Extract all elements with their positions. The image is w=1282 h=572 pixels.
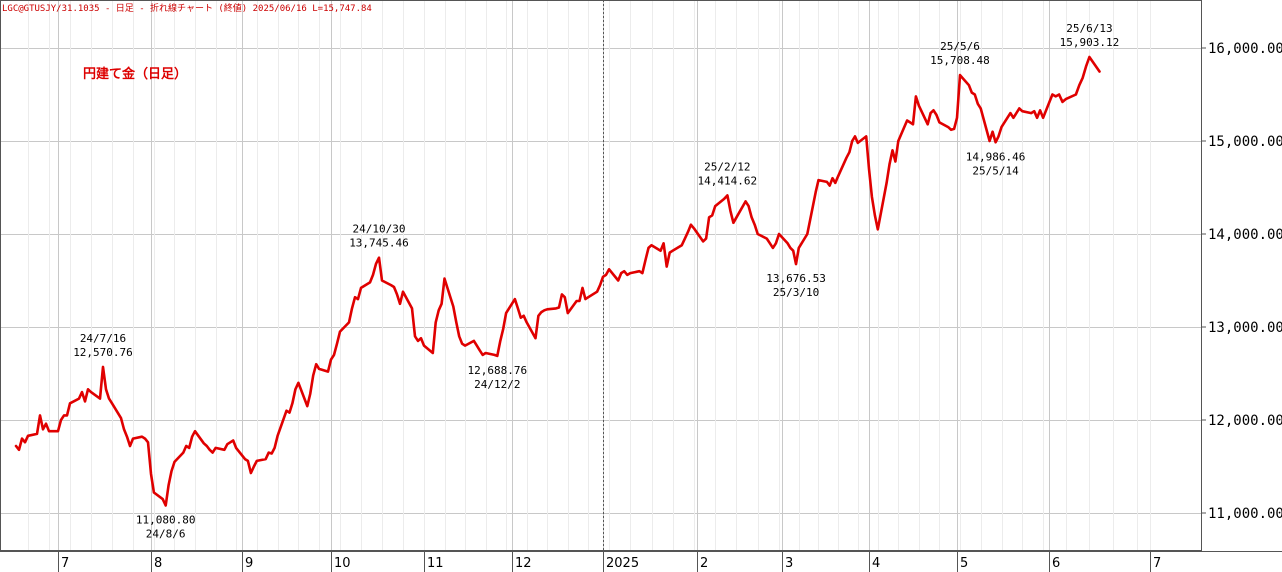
y-axis: 11,000.00 12,000.00 13,000.00 14,000.00 15,0… [1201,41,1282,522]
annotation-date: 25/2/12 [704,160,750,173]
y-tick-label: 14,000.00 [1208,227,1282,243]
annotation-value: 14,414.62 [698,174,758,187]
x-tick-label: 7 [61,556,69,571]
x-tick-label: 10 [334,556,351,571]
annotation-date: 24/10/30 [353,223,406,236]
y-tick-label: 16,000.00 [1208,41,1282,57]
chart-header: LGC@GTUSJY/31.1035 - 日足 - 折れ線チャート (終値) 2… [2,2,372,14]
annotation-date: 25/6/13 [1066,22,1112,35]
x-tick-label: 5 [960,556,968,571]
annotation-value: 13,745.46 [349,237,409,250]
annotations: 24/7/1612,570.7611,080.8024/8/624/10/301… [73,22,1119,540]
x-tick-label: 2 [700,556,708,571]
annotation-date: 24/8/6 [146,527,186,540]
annotation-date: 24/12/2 [474,378,520,391]
annotation-date: 25/3/10 [773,286,819,299]
plot-frame [0,0,1202,551]
series-layer [14,55,1101,507]
annotation-date: 25/5/6 [940,40,980,53]
chart-title: 円建て金（日足） [83,66,187,82]
y-tick-label: 11,000.00 [1208,506,1282,522]
x-tick-label: 6 [1052,556,1060,571]
x-tick-label: 4 [872,556,880,571]
x-tick-label: 11 [427,556,444,571]
price-line [14,55,1101,507]
x-tick-label: 2025 [606,556,639,571]
annotation-value: 14,986.46 [966,150,1026,163]
x-tick-label: 12 [515,556,532,571]
x-axis: 7 8 9 10 11 12 2025 2 3 4 5 6 7 [0,551,1282,572]
annotation-date: 25/5/14 [972,164,1019,177]
x-tick-label: 9 [245,556,253,571]
annotation-date: 24/7/16 [80,332,126,345]
annotation-value: 15,708.48 [930,54,990,67]
x-tick-label: 8 [154,556,162,571]
annotation-value: 11,080.80 [136,513,196,526]
x-tick-label: 3 [785,556,793,571]
x-tick-label: 7 [1153,556,1161,571]
annotation-value: 12,688.76 [468,364,528,377]
annotation-value: 15,903.12 [1060,36,1120,49]
gridlines [0,0,1201,551]
y-tick-label: 13,000.00 [1208,320,1282,336]
y-tick-label: 12,000.00 [1208,413,1282,429]
annotation-value: 13,676.53 [766,272,826,285]
y-tick-label: 15,000.00 [1208,134,1282,150]
annotation-value: 12,570.76 [73,346,133,359]
